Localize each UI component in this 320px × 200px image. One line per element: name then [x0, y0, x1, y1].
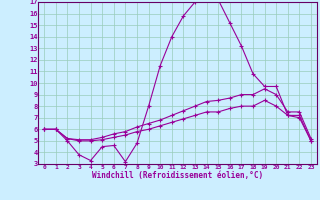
X-axis label: Windchill (Refroidissement éolien,°C): Windchill (Refroidissement éolien,°C) [92, 171, 263, 180]
